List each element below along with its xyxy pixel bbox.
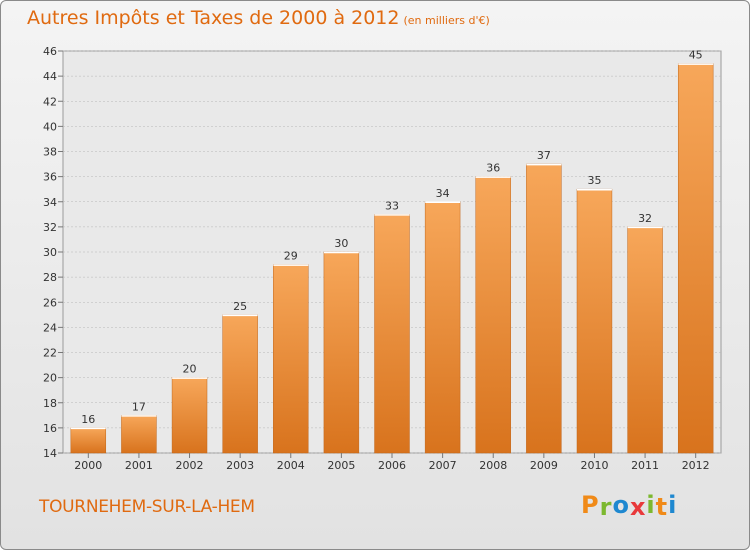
x-tick-label-2003: 2003 [226,459,254,472]
data-label-2010: 35 [587,174,601,187]
logo-letter: x [629,493,647,521]
x-tick-label-2006: 2006 [378,459,406,472]
bar-2005 [323,251,360,454]
y-tick-label: 44 [43,70,57,83]
y-tick-label: 24 [43,321,57,334]
y-tick-label: 36 [43,171,57,184]
x-tick-label-2009: 2009 [530,459,558,472]
data-label-2003: 25 [233,300,247,313]
x-tick-label-2010: 2010 [580,459,608,472]
x-tick-label-2005: 2005 [327,459,355,472]
y-tick-label: 28 [43,271,57,284]
data-label-2001: 17 [132,400,146,413]
logo-letter: r [599,493,613,521]
proxiti-logo: Proxiti [581,491,678,521]
bar-2007 [424,201,461,454]
y-tick-label: 14 [43,447,57,460]
bar-2006 [374,214,410,454]
data-label-2012: 45 [689,49,703,62]
y-tick-label: 46 [43,45,57,58]
data-label-2002: 20 [183,363,197,376]
x-tick-label-2002: 2002 [176,459,204,472]
x-tick-label-2001: 2001 [125,459,153,472]
data-label-2004: 29 [284,250,298,263]
y-tick-label: 22 [43,347,57,360]
bar-2010 [576,188,613,454]
y-tick-label: 30 [43,246,57,259]
bar-2008 [475,176,511,454]
y-tick-label: 32 [43,221,57,234]
y-tick-label: 16 [43,422,57,435]
y-tick-label: 42 [43,95,57,108]
bar-2004 [273,264,309,454]
data-label-2005: 30 [334,237,348,250]
y-tick-label: 18 [43,397,57,410]
x-tick-label-2004: 2004 [277,459,305,472]
x-tick-label-2012: 2012 [682,459,710,472]
logo-letter: o [612,491,630,519]
data-label-2008: 36 [486,162,500,175]
chart-title: Autres Impôts et Taxes de 2000 à 2012 (en… [27,7,490,29]
y-tick-label: 34 [43,196,57,209]
x-tick-label-2008: 2008 [479,459,507,472]
bar-2012 [677,63,714,454]
logo-letter: i [646,491,656,519]
bar-2002 [171,377,208,454]
x-tick-label-2011: 2011 [631,459,659,472]
chart-title-text: Autres Impôts et Taxes de 2000 à 2012 [27,7,400,29]
logo-letter: i [668,491,678,519]
data-label-2007: 34 [436,187,450,200]
data-label-2011: 32 [638,212,652,225]
y-tick-label: 38 [43,146,57,159]
bar-2000 [70,427,107,454]
bar-2009 [526,163,562,454]
bar-2011 [627,226,663,454]
y-tick-label: 26 [43,296,57,309]
x-tick-label-2007: 2007 [429,459,457,472]
data-label-2006: 33 [385,199,399,212]
chart-subtitle: (en milliers d'€) [403,14,490,27]
y-tick-label: 40 [43,120,57,133]
logo-letter: P [581,491,600,519]
data-label-2000: 16 [81,413,95,426]
y-tick-label: 20 [43,372,57,385]
bar-2003 [222,314,258,454]
x-tick-label-2000: 2000 [74,459,102,472]
logo-letter: t [655,493,669,521]
data-label-2009: 37 [537,149,551,162]
location-name: TOURNEHEM-SUR-LA-HEM [39,497,255,517]
bar-2001 [121,415,157,454]
